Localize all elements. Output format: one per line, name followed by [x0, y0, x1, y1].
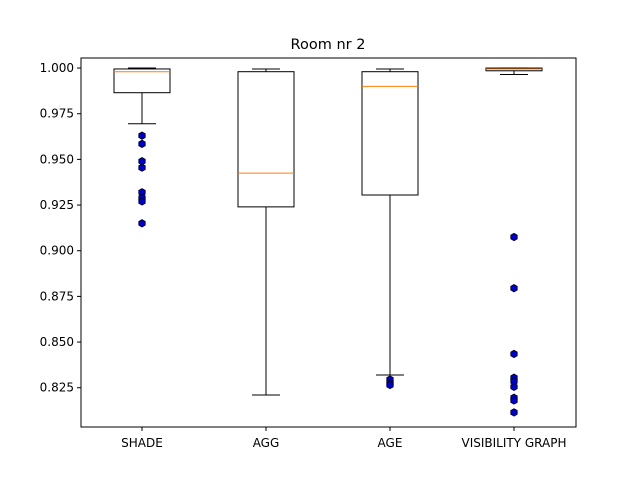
flier-point [138, 219, 146, 228]
y-tick-label: 1.000 [40, 61, 74, 75]
y-tick-label: 0.950 [40, 152, 74, 166]
y-tick-label: 0.900 [40, 244, 74, 258]
flier-point [510, 382, 518, 391]
flier-point [138, 197, 146, 206]
x-tick-label: AGE [378, 436, 403, 450]
box [361, 71, 419, 196]
flier-point [510, 232, 518, 242]
flier-point [510, 349, 518, 359]
y-tick-label: 0.825 [40, 381, 74, 395]
flier-point [138, 157, 146, 166]
flier-point [138, 139, 146, 149]
flier-point [510, 377, 518, 386]
y-tick-label: 0.875 [40, 289, 74, 303]
x-tick-label: VISIBILITY GRAPH [462, 436, 567, 450]
plot-area: 0.825 0.850 0.875 0.900 0.925 0.950 0.975 1.000… [40, 57, 577, 450]
flier-point [138, 163, 146, 172]
flier-point [510, 396, 518, 405]
flier-point [510, 283, 518, 293]
flier-point [510, 408, 518, 417]
y-tick-label: 0.975 [40, 107, 74, 121]
y-tick-label: 0.850 [40, 335, 74, 349]
chart-title: Room nr 2 [291, 37, 366, 53]
flier-point [138, 188, 146, 197]
box [113, 68, 171, 94]
x-tick-label: SHADE [121, 436, 163, 450]
y-tick-label: 0.925 [40, 198, 74, 212]
axes-frame [80, 57, 577, 428]
flier-point [386, 380, 394, 390]
flier-point [138, 131, 146, 140]
box [237, 71, 295, 208]
x-tick-label: AGG [253, 436, 280, 450]
